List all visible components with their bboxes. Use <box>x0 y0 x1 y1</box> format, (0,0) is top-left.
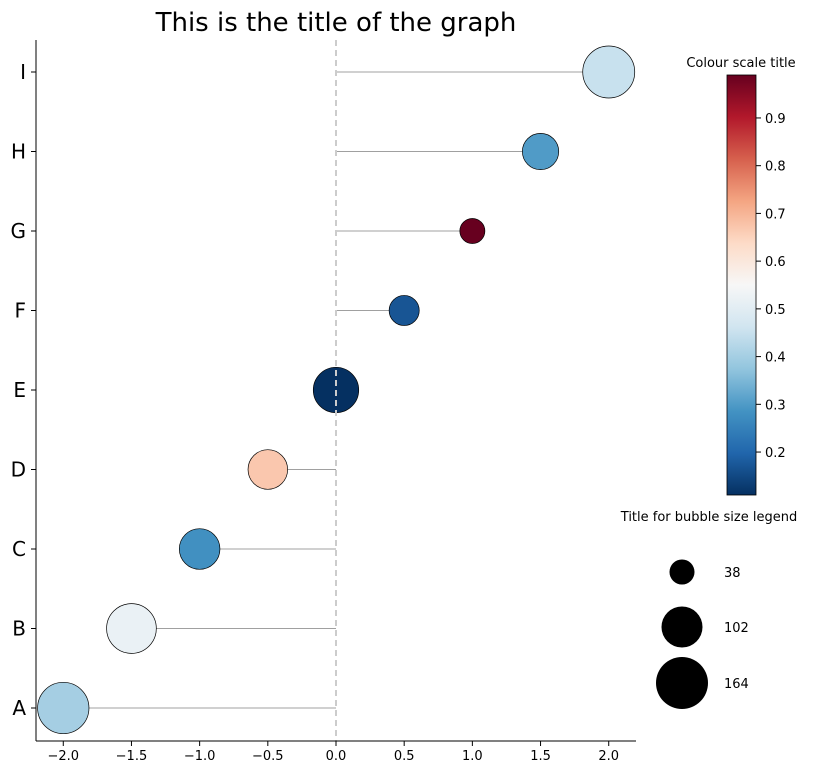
y-tick-label-G: G <box>11 219 27 243</box>
x-tick-label: 1.5 <box>530 749 551 764</box>
colorbar-tick-label: 0.6 <box>765 255 786 270</box>
colorbar-tick-label: 0.3 <box>765 398 786 413</box>
x-tick-label: −1.0 <box>184 749 216 764</box>
axes: A B C D E F G H I −2.0 −1.5 −1.0 −0.5 0.0 0.5 1.0 1.5 2.0 <box>11 40 636 764</box>
colorbar-gradient <box>726 74 757 496</box>
bubble-D <box>247 449 288 490</box>
x-tick-label: −0.5 <box>252 749 284 764</box>
colorbar-tick-label: 0.2 <box>765 446 786 461</box>
plot-area <box>37 40 636 741</box>
y-tick-label-F: F <box>14 299 26 323</box>
y-tick-label-E: E <box>13 378 26 402</box>
x-tick-label: 0.0 <box>326 749 347 764</box>
size-legend-title: Title for bubble size legend <box>620 510 797 525</box>
y-tick-label-B: B <box>12 617 26 641</box>
size-legend-bubble <box>661 606 703 648</box>
x-tick-label: 2.0 <box>598 749 619 764</box>
size-legend-bubble <box>669 559 695 585</box>
y-tick-label-I: I <box>20 60 26 84</box>
y-tick-label-C: C <box>12 537 26 561</box>
x-tick-label: 0.5 <box>394 749 415 764</box>
bubble-C <box>178 528 221 570</box>
colorbar-tick-label: 0.7 <box>765 207 786 222</box>
bubble-G <box>459 218 486 244</box>
y-tick-label-A: A <box>12 696 26 720</box>
bubble-F <box>388 295 420 326</box>
colorbar-tick-label: 0.8 <box>765 160 786 175</box>
colorbar-tick-label: 0.9 <box>765 112 786 127</box>
x-tick-label: −2.0 <box>47 749 79 764</box>
size-legend-bubble <box>656 657 708 709</box>
bubble-A <box>37 681 90 735</box>
chart-title: This is the title of the graph <box>155 8 517 38</box>
x-tick-label: 1.0 <box>462 749 483 764</box>
colorbar-tick-label: 0.5 <box>765 303 786 318</box>
bubble-H <box>522 132 560 171</box>
size-legend-label: 38 <box>724 566 741 581</box>
colorbar-title: Colour scale title <box>686 56 795 71</box>
bubble-I <box>582 45 636 99</box>
x-tick-label: −1.5 <box>116 749 148 764</box>
bubble-B <box>106 603 157 654</box>
size-legend-label: 102 <box>724 621 749 636</box>
y-tick-label-H: H <box>11 140 26 164</box>
bubble-size-legend: Title for bubble size legend 38 102 164 <box>620 510 797 709</box>
y-tick-label-D: D <box>11 458 26 482</box>
colorbar-tick-label: 0.4 <box>765 351 786 366</box>
colorbar: Colour scale title 0.2 0.3 0.4 0.5 0.6 0.7 0.8… <box>686 56 796 496</box>
size-legend-label: 164 <box>724 677 749 692</box>
